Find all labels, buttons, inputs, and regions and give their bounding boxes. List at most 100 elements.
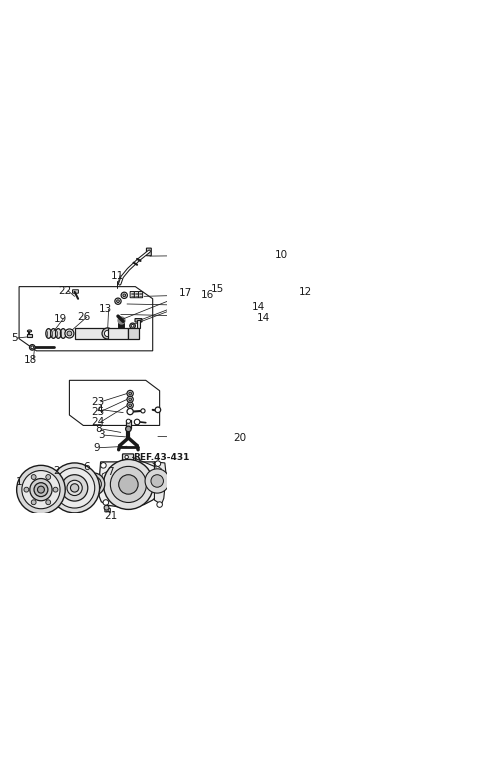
Circle shape xyxy=(103,460,154,510)
Circle shape xyxy=(30,479,52,500)
Ellipse shape xyxy=(60,328,66,338)
Ellipse shape xyxy=(51,328,56,338)
Text: 1: 1 xyxy=(16,477,23,487)
Ellipse shape xyxy=(112,476,123,490)
Circle shape xyxy=(90,480,98,488)
Polygon shape xyxy=(98,462,162,507)
Ellipse shape xyxy=(126,427,131,429)
Bar xyxy=(137,320,140,328)
Text: 18: 18 xyxy=(24,355,37,365)
Ellipse shape xyxy=(46,328,51,338)
Circle shape xyxy=(92,483,96,486)
Circle shape xyxy=(127,390,133,396)
Circle shape xyxy=(104,505,109,510)
Ellipse shape xyxy=(110,474,126,493)
FancyBboxPatch shape xyxy=(138,291,143,298)
Circle shape xyxy=(46,500,51,505)
Ellipse shape xyxy=(115,480,121,487)
Circle shape xyxy=(103,500,108,505)
Circle shape xyxy=(127,409,133,415)
Circle shape xyxy=(67,480,82,496)
Text: 15: 15 xyxy=(211,284,225,295)
Circle shape xyxy=(17,466,65,514)
Bar xyxy=(129,328,139,339)
Circle shape xyxy=(86,476,101,492)
Bar xyxy=(74,328,108,339)
FancyBboxPatch shape xyxy=(122,454,133,460)
Circle shape xyxy=(110,466,146,503)
Circle shape xyxy=(123,294,126,297)
Circle shape xyxy=(131,325,134,327)
Text: REF.43-431: REF.43-431 xyxy=(133,453,189,462)
Ellipse shape xyxy=(27,330,32,332)
Circle shape xyxy=(129,398,132,401)
FancyBboxPatch shape xyxy=(105,508,110,512)
Text: 23: 23 xyxy=(91,397,105,407)
Bar xyxy=(126,420,131,428)
Circle shape xyxy=(101,463,106,468)
Text: 16: 16 xyxy=(201,291,214,300)
Text: 21: 21 xyxy=(105,511,118,521)
Circle shape xyxy=(125,456,129,459)
Text: 3: 3 xyxy=(98,430,105,440)
Circle shape xyxy=(102,328,113,339)
Text: 22: 22 xyxy=(59,286,72,296)
Text: 19: 19 xyxy=(54,314,67,324)
Circle shape xyxy=(61,475,88,501)
Text: 26: 26 xyxy=(77,312,91,322)
Text: 5: 5 xyxy=(11,333,18,343)
FancyBboxPatch shape xyxy=(135,318,142,322)
Circle shape xyxy=(117,300,120,302)
Circle shape xyxy=(126,419,131,423)
Circle shape xyxy=(31,346,34,348)
Circle shape xyxy=(155,407,161,412)
Circle shape xyxy=(127,396,133,402)
Circle shape xyxy=(24,487,29,492)
Circle shape xyxy=(46,475,51,480)
Text: 7: 7 xyxy=(107,467,114,477)
Text: 6: 6 xyxy=(84,462,90,472)
Circle shape xyxy=(129,404,132,406)
Circle shape xyxy=(34,483,48,497)
Text: 24: 24 xyxy=(91,417,105,427)
Text: 11: 11 xyxy=(111,271,124,281)
Text: 4: 4 xyxy=(96,405,103,415)
Text: 17: 17 xyxy=(179,288,192,298)
Circle shape xyxy=(31,500,36,505)
Text: 20: 20 xyxy=(233,433,246,443)
FancyBboxPatch shape xyxy=(72,290,78,293)
Circle shape xyxy=(115,298,121,305)
Circle shape xyxy=(49,463,99,513)
Circle shape xyxy=(134,419,140,425)
Circle shape xyxy=(127,402,133,409)
Text: 14: 14 xyxy=(256,313,270,323)
Circle shape xyxy=(53,487,58,492)
Circle shape xyxy=(151,475,164,487)
Text: 8: 8 xyxy=(95,424,102,434)
Circle shape xyxy=(157,502,162,507)
Circle shape xyxy=(130,323,135,328)
Circle shape xyxy=(145,469,169,493)
Circle shape xyxy=(141,409,145,413)
Circle shape xyxy=(31,475,36,480)
Text: 25: 25 xyxy=(91,406,105,416)
Circle shape xyxy=(22,470,60,509)
Circle shape xyxy=(65,329,74,338)
Ellipse shape xyxy=(56,328,61,338)
Text: 14: 14 xyxy=(252,301,265,311)
FancyBboxPatch shape xyxy=(134,291,138,298)
FancyBboxPatch shape xyxy=(130,291,134,298)
Circle shape xyxy=(55,468,95,508)
Text: 13: 13 xyxy=(99,305,112,315)
Bar xyxy=(27,334,32,337)
Text: 10: 10 xyxy=(275,250,288,260)
Polygon shape xyxy=(155,462,166,504)
Circle shape xyxy=(37,487,45,493)
Circle shape xyxy=(67,331,72,336)
Text: 2: 2 xyxy=(53,466,60,476)
Circle shape xyxy=(105,330,111,337)
Circle shape xyxy=(71,483,79,492)
Circle shape xyxy=(129,392,132,395)
Text: 12: 12 xyxy=(299,287,312,297)
Circle shape xyxy=(126,426,131,432)
